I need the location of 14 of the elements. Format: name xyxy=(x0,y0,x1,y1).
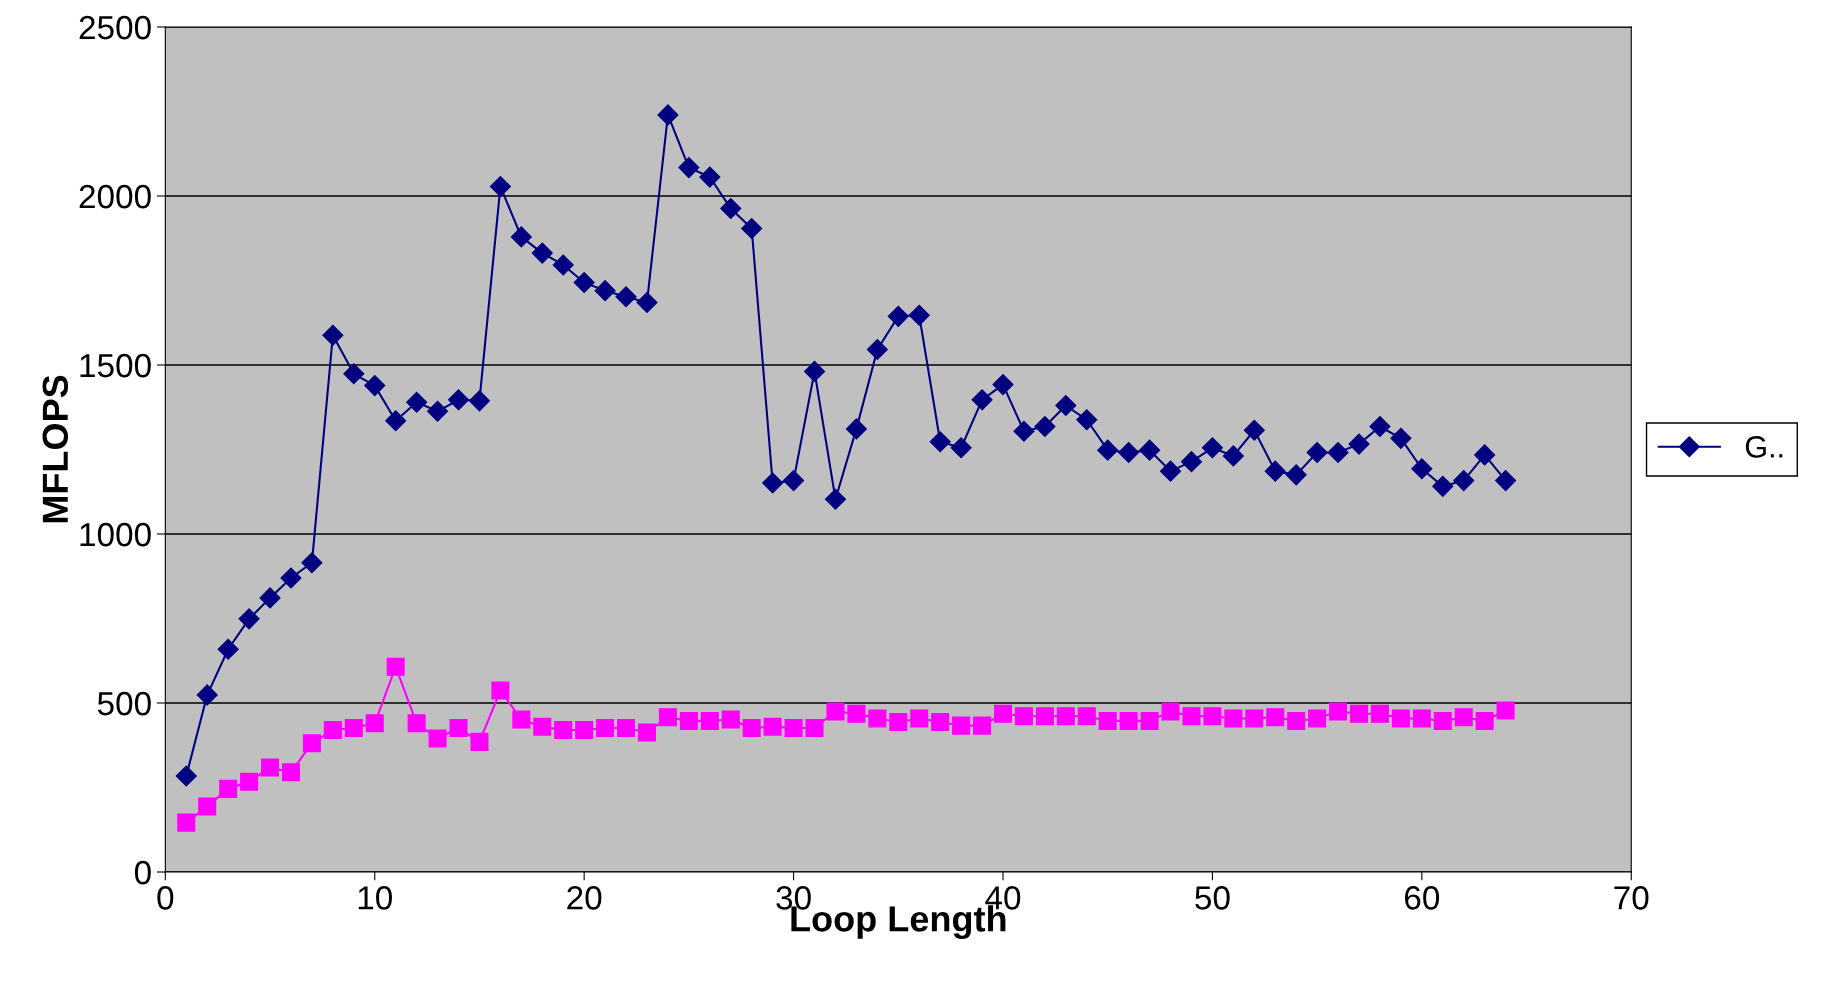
x-tick-label: 0 xyxy=(157,886,174,910)
y-tick-label: 0 xyxy=(134,860,151,885)
y-tick-label: 2500 xyxy=(79,15,151,40)
x-tick-label: 20 xyxy=(567,886,602,910)
x-tick-label: 50 xyxy=(1195,886,1230,910)
legend-label: G.. xyxy=(1745,436,1783,458)
x-tick-label: 10 xyxy=(358,886,392,910)
y-tick-label: 2000 xyxy=(79,184,151,209)
y-axis-title: MFLOPS xyxy=(42,375,69,523)
y-tick-label: 1000 xyxy=(80,522,151,547)
x-tick-label: 60 xyxy=(1404,886,1440,910)
y-tick-label: 500 xyxy=(97,691,151,716)
y-tick-label: 1500 xyxy=(80,353,151,378)
x-tick-label: 70 xyxy=(1614,886,1649,910)
